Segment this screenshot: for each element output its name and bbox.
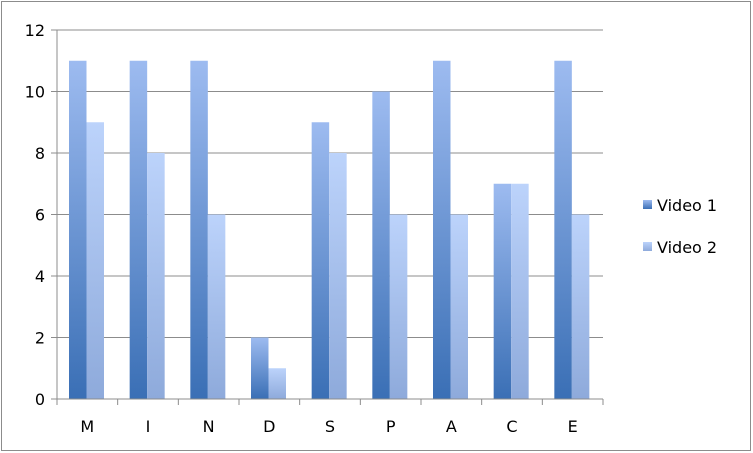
y-tick-label: 8 <box>35 144 45 163</box>
bar-video-1 <box>129 60 148 399</box>
y-tick-label: 0 <box>35 390 45 409</box>
bar-video-2 <box>571 214 590 399</box>
legend-label: Video 2 <box>657 238 717 257</box>
legend-label: Video 1 <box>657 196 717 215</box>
x-tick-label: S <box>325 417 335 436</box>
bar-video-1 <box>69 60 87 399</box>
y-tick-label: 2 <box>35 329 45 348</box>
x-tick-label: D <box>263 417 275 436</box>
bar-video-2 <box>329 153 347 399</box>
bar-video-1 <box>311 122 330 399</box>
x-tick-label: M <box>80 417 94 436</box>
y-tick-label: 12 <box>25 21 45 40</box>
bar-video-2 <box>147 153 165 399</box>
y-tick-label: 10 <box>25 83 45 102</box>
x-tick-label: P <box>386 417 396 436</box>
bar-video-2 <box>86 122 104 399</box>
bar-video-1 <box>251 337 269 399</box>
bar-video-1 <box>554 60 572 399</box>
bar-video-1 <box>190 60 208 399</box>
bar-video-2 <box>511 183 529 399</box>
x-tick-label: C <box>506 417 517 436</box>
bar-video-2 <box>389 214 408 399</box>
bar-video-1 <box>433 60 451 399</box>
legend-swatch <box>643 242 652 251</box>
x-tick-label: A <box>446 417 457 436</box>
x-tick-label: N <box>203 417 215 436</box>
bar-video-2 <box>207 214 226 399</box>
bar-video-1 <box>372 91 390 399</box>
y-tick-label: 4 <box>35 267 45 286</box>
bar-video-1 <box>493 183 512 399</box>
bar-video-2 <box>268 368 286 399</box>
x-tick-label: E <box>568 417 578 436</box>
bar-video-2 <box>450 214 468 399</box>
y-tick-label: 6 <box>35 206 45 225</box>
x-tick-label: I <box>146 417 151 436</box>
legend-swatch <box>643 200 652 209</box>
